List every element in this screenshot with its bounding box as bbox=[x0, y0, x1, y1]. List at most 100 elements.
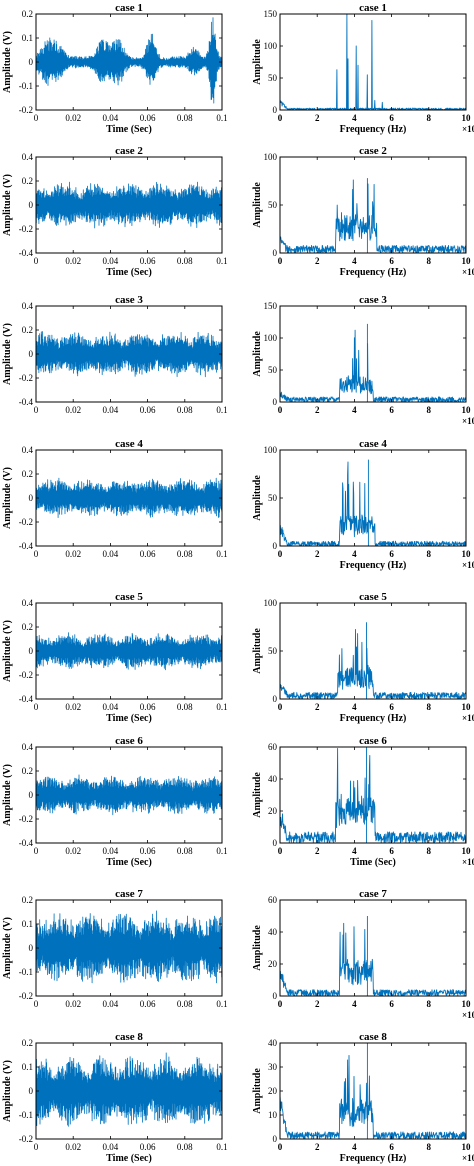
x-tick-label: 6 bbox=[389, 1142, 394, 1152]
y-tick-label: 150 bbox=[264, 9, 278, 19]
signal-trace bbox=[35, 17, 223, 104]
x-tick-label: 0 bbox=[34, 549, 39, 559]
y-tick-label: 0 bbox=[29, 646, 34, 656]
chart-title: case 3 bbox=[359, 294, 387, 306]
y-tick-label: 0.4 bbox=[22, 301, 34, 311]
y-tick-label: 0.4 bbox=[22, 152, 34, 162]
y-axis-label: Amplitude (V) bbox=[2, 174, 13, 236]
chart-title: case 6 bbox=[359, 735, 387, 747]
y-axis-label: Amplitude bbox=[252, 475, 263, 521]
x-tick-label: 10 bbox=[462, 1142, 472, 1152]
x-tick-label: 0.04 bbox=[103, 256, 119, 266]
x-tick-label: 0.06 bbox=[140, 113, 156, 123]
y-tick-label: 0 bbox=[273, 1134, 278, 1144]
chart-title: case 2 bbox=[359, 145, 387, 157]
x-axis-label: Time (Sec) bbox=[106, 267, 152, 278]
y-axis-label: Amplitude bbox=[252, 39, 263, 85]
x-tick-label: 0 bbox=[278, 846, 283, 856]
x-tick-label: 0.06 bbox=[140, 549, 156, 559]
x-tick-label: 4 bbox=[352, 999, 357, 1009]
x-tick-label: 6 bbox=[389, 999, 394, 1009]
x-tick-label: 0 bbox=[34, 702, 39, 712]
y-tick-label: -0.2 bbox=[19, 517, 33, 527]
y-tick-label: 50 bbox=[268, 493, 278, 503]
x-tick-label: 0.04 bbox=[103, 113, 119, 123]
chart-title: case 7 bbox=[115, 888, 143, 900]
y-tick-label: 0 bbox=[29, 790, 34, 800]
x-tick-label: 4 bbox=[352, 549, 357, 559]
x-axis-label: Time (Sec) bbox=[106, 713, 152, 724]
y-tick-label: 0.1 bbox=[22, 919, 33, 929]
y-tick-label: 40 bbox=[268, 1038, 278, 1048]
x-tick-label: 0.08 bbox=[177, 1142, 193, 1152]
x-tick-label: 0.02 bbox=[65, 846, 81, 856]
x-tick-label: 0.04 bbox=[103, 999, 119, 1009]
x-tick-label: 0.1 bbox=[216, 999, 227, 1009]
x-tick-label: 0.08 bbox=[177, 113, 193, 123]
x-tick-label: 0.08 bbox=[177, 549, 193, 559]
y-tick-label: 60 bbox=[268, 895, 278, 905]
x-tick-label: 6 bbox=[389, 846, 394, 856]
x-tick-label: 4 bbox=[352, 256, 357, 266]
y-axis-label: Amplitude bbox=[252, 925, 263, 971]
x-tick-label: 0 bbox=[34, 846, 39, 856]
x-multiplier-base: ×10 bbox=[462, 1153, 474, 1163]
x-tick-label: 0.1 bbox=[216, 256, 227, 266]
y-tick-label: 0 bbox=[273, 991, 278, 1001]
x-tick-label: 0.08 bbox=[177, 702, 193, 712]
x-tick-label: 10 bbox=[462, 256, 472, 266]
x-tick-label: 0.08 bbox=[177, 846, 193, 856]
y-axis-label: Amplitude bbox=[252, 331, 263, 377]
x-tick-label: 0 bbox=[278, 256, 283, 266]
x-tick-label: 0.04 bbox=[103, 405, 119, 415]
y-axis-label: Amplitude (V) bbox=[2, 917, 13, 979]
y-tick-label: 0.2 bbox=[22, 176, 33, 186]
chart-title: case 8 bbox=[115, 1031, 143, 1043]
x-tick-label: 0.02 bbox=[65, 549, 81, 559]
y-tick-label: 0.4 bbox=[22, 445, 34, 455]
x-tick-label: 6 bbox=[389, 702, 394, 712]
x-tick-label: 0.1 bbox=[216, 405, 227, 415]
y-tick-label: 0.4 bbox=[22, 742, 34, 752]
y-tick-label: 60 bbox=[268, 742, 278, 752]
chart-title: case 5 bbox=[359, 591, 387, 603]
y-tick-label: 0 bbox=[273, 838, 278, 848]
chart-panel-11: 0 0.02 0.04 0.06 0.08 0.1 -0.4 -0.2 0 0.2 0.4 case … bbox=[2, 735, 228, 868]
signal-trace bbox=[279, 13, 467, 111]
y-tick-label: -0.2 bbox=[19, 814, 33, 824]
x-tick-label: 8 bbox=[427, 256, 432, 266]
x-tick-label: 0 bbox=[34, 405, 39, 415]
x-tick-label: 10 bbox=[462, 549, 472, 559]
x-tick-label: 10 bbox=[462, 113, 472, 123]
signal-trace bbox=[35, 181, 223, 229]
y-tick-label: 150 bbox=[264, 301, 278, 311]
chart-panel-1: 0 0.02 0.04 0.06 0.08 0.1 -0.2 -0.1 0 0.1 0.2 case … bbox=[2, 2, 228, 135]
x-tick-label: 0 bbox=[278, 549, 283, 559]
chart-title: case 1 bbox=[115, 2, 143, 14]
x-tick-label: 4 bbox=[352, 113, 357, 123]
x-multiplier-base: ×10 bbox=[462, 267, 474, 277]
y-tick-label: -0.2 bbox=[19, 373, 33, 383]
x-tick-label: 8 bbox=[427, 1142, 432, 1152]
x-tick-label: 2 bbox=[315, 256, 320, 266]
chart-title: case 2 bbox=[115, 145, 143, 157]
y-tick-label: 0 bbox=[29, 943, 34, 953]
y-axis-label: Amplitude (V) bbox=[2, 1060, 13, 1122]
y-tick-label: 0 bbox=[273, 248, 278, 258]
x-tick-label: 0 bbox=[278, 113, 283, 123]
x-tick-label: 8 bbox=[427, 702, 432, 712]
x-axis-label: Time (Sec) bbox=[106, 1153, 152, 1164]
x-tick-label: 8 bbox=[427, 113, 432, 123]
y-tick-label: -0.4 bbox=[19, 541, 34, 551]
chart-panel-5: 0 0.02 0.04 0.06 0.08 0.1 -0.4 -0.2 0 0.2 0.4 case … bbox=[2, 294, 228, 415]
x-tick-label: 2 bbox=[315, 1142, 320, 1152]
x-tick-label: 2 bbox=[315, 405, 320, 415]
y-tick-label: 50 bbox=[268, 646, 278, 656]
x-tick-label: 0.02 bbox=[65, 256, 81, 266]
x-tick-label: 10 bbox=[462, 999, 472, 1009]
x-tick-label: 0.06 bbox=[140, 256, 156, 266]
chart-title: case 4 bbox=[115, 438, 143, 450]
y-tick-label: -0.2 bbox=[19, 991, 33, 1001]
x-tick-label: 10 bbox=[462, 405, 472, 415]
